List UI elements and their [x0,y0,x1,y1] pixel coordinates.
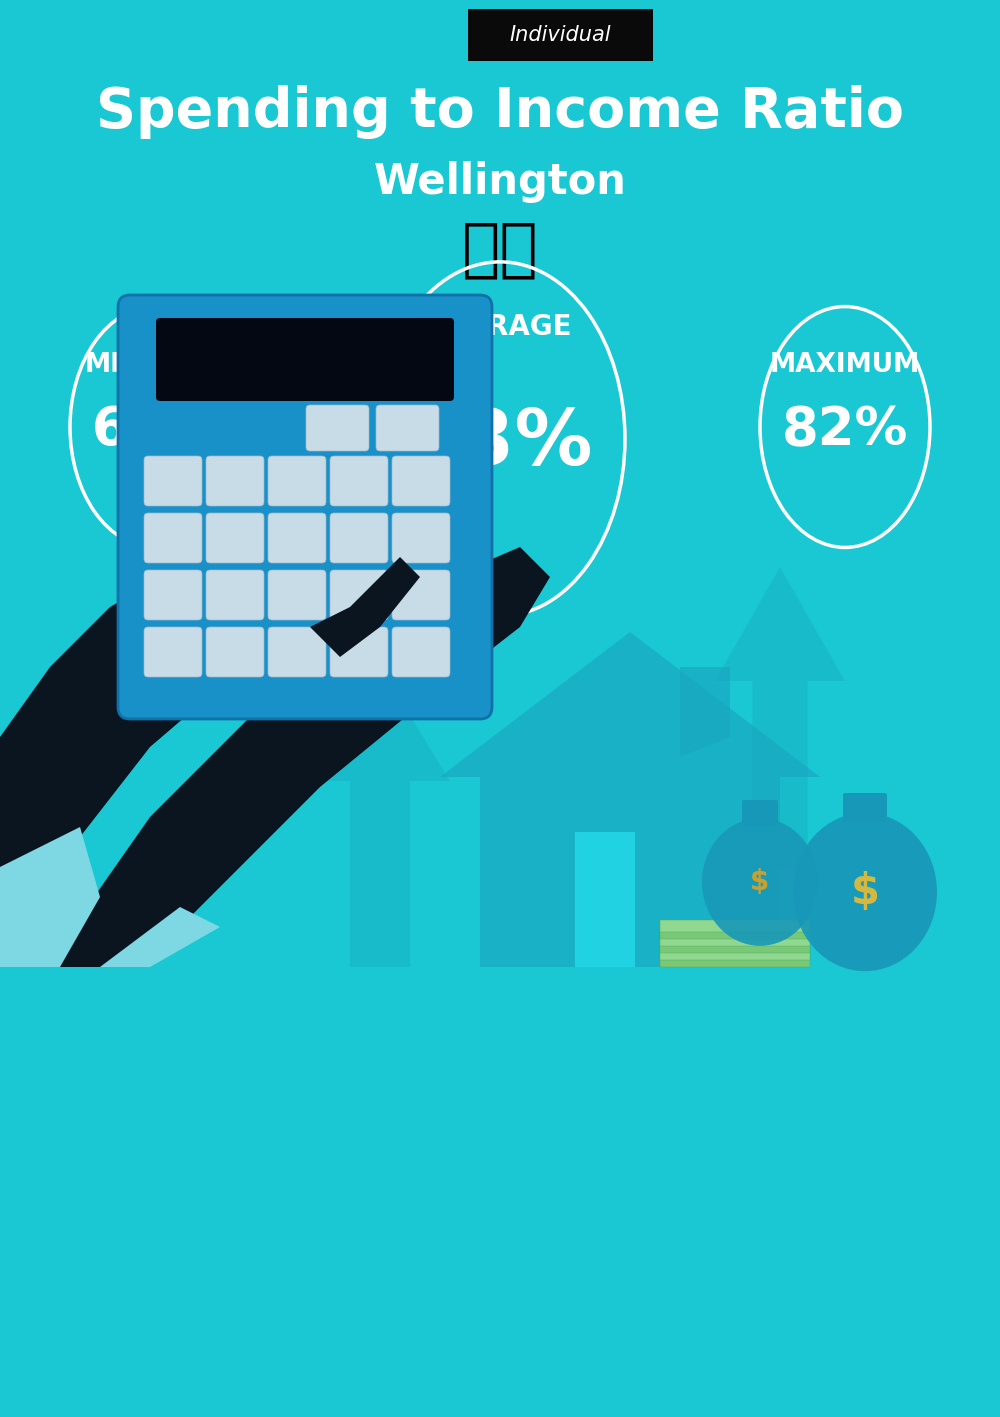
FancyBboxPatch shape [330,570,388,621]
FancyBboxPatch shape [392,513,450,563]
FancyBboxPatch shape [843,794,887,822]
FancyBboxPatch shape [268,626,326,677]
Text: $: $ [850,871,880,913]
Polygon shape [0,537,320,966]
Text: 🇳🇿: 🇳🇿 [462,218,538,281]
FancyBboxPatch shape [206,513,264,563]
FancyBboxPatch shape [144,513,202,563]
Polygon shape [50,907,220,966]
FancyBboxPatch shape [330,626,388,677]
Polygon shape [310,557,420,657]
Polygon shape [680,667,730,757]
FancyBboxPatch shape [330,456,388,506]
FancyBboxPatch shape [742,801,778,826]
FancyBboxPatch shape [144,456,202,506]
FancyBboxPatch shape [376,405,439,451]
FancyBboxPatch shape [468,9,652,61]
Polygon shape [50,547,550,966]
FancyBboxPatch shape [392,626,450,677]
FancyBboxPatch shape [268,513,326,563]
Text: 73%: 73% [407,405,593,480]
Text: Wellington: Wellington [374,162,626,203]
FancyBboxPatch shape [206,570,264,621]
FancyBboxPatch shape [156,317,454,401]
FancyBboxPatch shape [118,295,492,718]
FancyBboxPatch shape [660,941,810,954]
FancyBboxPatch shape [206,626,264,677]
Ellipse shape [793,813,937,971]
Ellipse shape [702,818,818,945]
FancyBboxPatch shape [268,570,326,621]
Text: Individual: Individual [509,26,611,45]
FancyBboxPatch shape [144,570,202,621]
Text: 82%: 82% [782,404,908,456]
Text: MAXIMUM: MAXIMUM [770,351,920,378]
FancyBboxPatch shape [392,456,450,506]
Polygon shape [480,777,780,966]
FancyBboxPatch shape [144,626,202,677]
FancyBboxPatch shape [660,927,810,939]
Text: AVERAGE: AVERAGE [428,313,572,341]
Polygon shape [715,567,845,867]
Text: 65%: 65% [92,404,218,456]
Polygon shape [575,832,635,966]
Text: $: $ [750,869,770,896]
Polygon shape [440,632,820,777]
FancyBboxPatch shape [660,920,810,932]
Polygon shape [310,667,450,966]
FancyBboxPatch shape [306,405,369,451]
FancyBboxPatch shape [392,570,450,621]
FancyBboxPatch shape [660,948,810,959]
FancyBboxPatch shape [660,955,810,966]
FancyBboxPatch shape [268,456,326,506]
Polygon shape [0,828,100,966]
FancyBboxPatch shape [660,934,810,947]
Text: MINIMUM: MINIMUM [84,351,226,378]
FancyBboxPatch shape [330,513,388,563]
FancyBboxPatch shape [206,456,264,506]
Text: Spending to Income Ratio: Spending to Income Ratio [96,85,904,139]
